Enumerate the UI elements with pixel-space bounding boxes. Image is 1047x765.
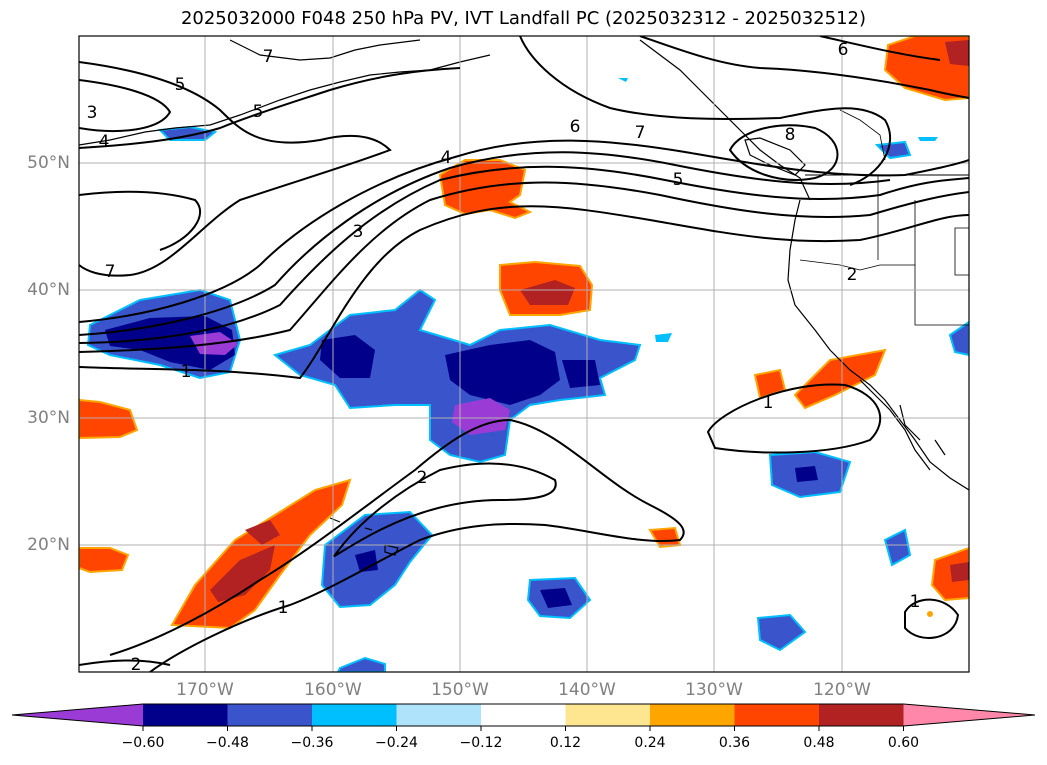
lat-label: 20°N: [27, 535, 70, 555]
colorbar-extend-min: [12, 704, 143, 726]
colorbar-tick-label: −0.60: [122, 735, 165, 751]
contour-label: 7: [263, 47, 274, 67]
contour-label: 2: [417, 468, 428, 488]
contour-label: 7: [635, 123, 646, 143]
colorbar-segment: [734, 704, 819, 726]
colorbar: −0.60 −0.48 −0.36 −0.24 −0.12 0.12 0.24 0.36 0.4…: [11, 703, 1036, 751]
colorbar-segment: [143, 704, 228, 726]
colorbar-segment: [481, 704, 566, 726]
map-title: 2025032000 F048 250 hPa PV, IVT Landfall…: [180, 8, 867, 29]
colorbar-segment: [650, 704, 735, 726]
colorbar-tick-label: 0.24: [634, 735, 665, 751]
lat-label: 40°N: [27, 280, 70, 300]
lon-label: 140°W: [558, 680, 616, 700]
colorbar-tick-label: 0.48: [803, 735, 834, 751]
contour-label: 3: [353, 222, 364, 242]
contour-label: 5: [253, 102, 264, 122]
lon-label: 160°W: [304, 680, 362, 700]
contour-label: 3: [87, 103, 98, 123]
lon-label: 170°W: [176, 680, 234, 700]
contour-label: 1: [181, 362, 192, 382]
contour-label: 6: [838, 40, 849, 60]
longitude-labels: 170°W 160°W 150°W 140°W 130°W 120°W: [176, 680, 871, 700]
lat-label: 50°N: [27, 153, 70, 173]
lon-label: 150°W: [431, 680, 489, 700]
contour-label: 2: [847, 265, 858, 285]
positive-anomaly-patches: [79, 36, 969, 630]
colorbar-segment: [312, 704, 397, 726]
contour-label: 4: [441, 148, 452, 168]
colorbar-segment: [396, 704, 481, 726]
lat-label: 30°N: [27, 408, 70, 428]
colorbar-segment: [227, 704, 312, 726]
contour-label: 5: [175, 75, 186, 95]
colorbar-tick-label: 0.60: [888, 735, 919, 751]
contour-label: 1: [278, 598, 289, 618]
coastlines: [79, 39, 969, 556]
negative-anomaly-patches: [86, 78, 969, 672]
contour-label: 6: [570, 117, 581, 137]
colorbar-tick-label: −0.12: [460, 735, 503, 751]
contour-label: 4: [99, 132, 110, 152]
ivt-contours: [79, 36, 969, 672]
latitude-labels: 50°N 40°N 30°N 20°N: [27, 153, 70, 555]
colorbar-segment: [565, 704, 650, 726]
colorbar-tick-label: 0.36: [719, 735, 750, 751]
colorbar-segment: [819, 704, 904, 726]
contour-label: 2: [131, 655, 142, 675]
colorbar-tick-label: −0.24: [375, 735, 418, 751]
plot-border: [78, 35, 970, 673]
contour-label: 7: [105, 262, 116, 282]
contour-labels: 1 1 1 1 2 2 2 3 3 4 4 5 5 5 6 6 6 7 7 7 …: [87, 40, 921, 675]
contour-label: 1: [910, 592, 921, 612]
lon-label: 120°W: [813, 680, 871, 700]
contour-label: 1: [763, 393, 774, 413]
lon-label: 130°W: [685, 680, 743, 700]
colorbar-tick-label: −0.48: [206, 735, 249, 751]
colorbar-tick-label: 0.12: [550, 735, 581, 751]
gridlines: [79, 36, 969, 672]
colorbar-extend-max: [903, 704, 1035, 726]
contour-label: 8: [785, 125, 796, 145]
colorbar-tick-label: −0.36: [291, 735, 334, 751]
contour-label: 5: [673, 170, 684, 190]
